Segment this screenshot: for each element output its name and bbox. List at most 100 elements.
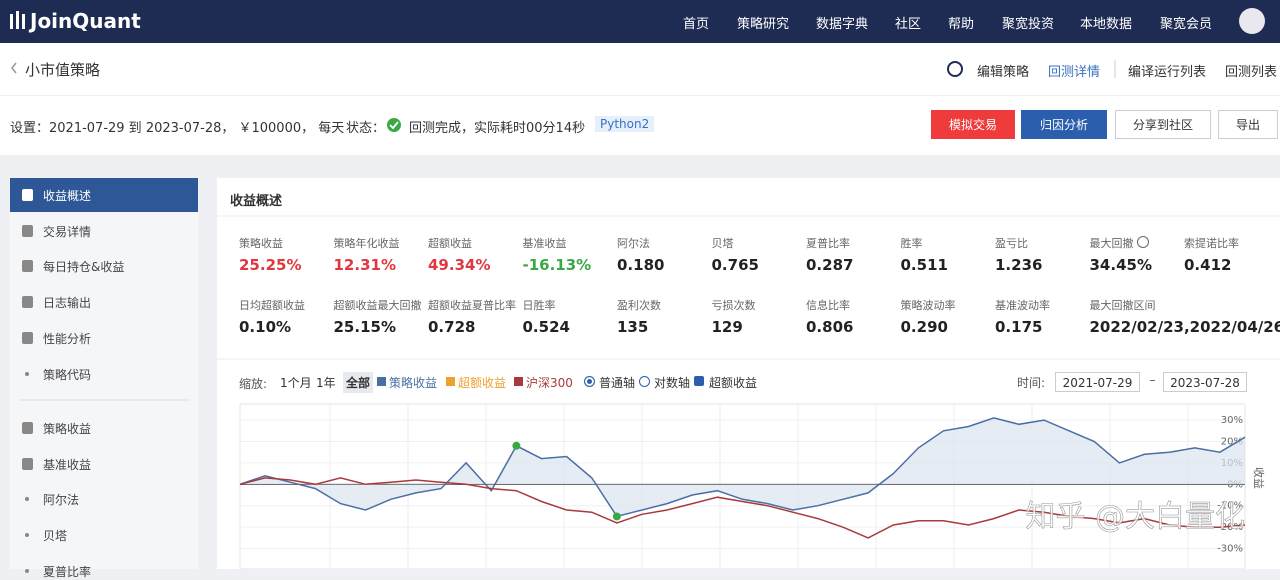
sidebar-marker bbox=[25, 372, 29, 376]
button[interactable]: 模拟交易 bbox=[931, 110, 1015, 139]
metric-value: 0.524 bbox=[523, 318, 570, 336]
nav-item[interactable]: 社区 bbox=[895, 13, 921, 32]
date-input[interactable]: 2021-07-29 bbox=[1055, 372, 1140, 392]
sidebar-item[interactable]: 贝塔 bbox=[43, 527, 67, 544]
sidebar-item[interactable]: 策略代码 bbox=[43, 366, 91, 383]
sidebar-marker bbox=[22, 422, 33, 434]
metric-value: 129 bbox=[712, 318, 743, 336]
tab[interactable]: 编译运行列表 bbox=[1128, 61, 1206, 80]
legend-swatch[interactable] bbox=[377, 377, 386, 386]
sidebar-marker bbox=[22, 189, 33, 201]
strategy-name: 小市值策略 bbox=[25, 59, 100, 80]
logo: JoinQuant bbox=[30, 9, 141, 33]
metric-value: 25.25% bbox=[239, 256, 301, 274]
metric-label: 夏普比率 bbox=[806, 235, 850, 251]
sidebar-item[interactable]: 性能分析 bbox=[43, 330, 91, 347]
button[interactable]: 归因分析 bbox=[1021, 110, 1107, 139]
watermark: 知乎 @大白量化 bbox=[1025, 500, 1245, 535]
metric-label: 策略收益 bbox=[239, 235, 283, 251]
metric-label: 索提诺比率 bbox=[1184, 235, 1239, 251]
metric-label: 策略波动率 bbox=[901, 297, 956, 313]
tab[interactable]: 编辑策略 bbox=[977, 61, 1029, 80]
nav-item[interactable]: 聚宽会员 bbox=[1160, 13, 1212, 32]
y-tick-label: -30% bbox=[1217, 544, 1243, 555]
sidebar-marker bbox=[22, 260, 33, 272]
nav-item[interactable]: 首页 bbox=[683, 13, 709, 32]
metric-value: 0.806 bbox=[806, 318, 853, 336]
sidebar-marker bbox=[22, 296, 33, 308]
nav-item[interactable]: 聚宽投资 bbox=[1002, 13, 1054, 32]
sidebar-marker bbox=[25, 569, 29, 573]
back-icon[interactable] bbox=[12, 63, 16, 73]
metric-label: 最大回撤 bbox=[1090, 235, 1134, 251]
sidebar-marker bbox=[22, 458, 33, 470]
metric-label: 基准收益 bbox=[523, 235, 567, 251]
legend-entry[interactable]: 策略收益 bbox=[389, 374, 437, 391]
status: 回测完成，实际耗时00分14秒 bbox=[409, 117, 585, 136]
axis-mode[interactable]: 对数轴 bbox=[654, 374, 690, 391]
metric-value: 1.236 bbox=[995, 256, 1042, 274]
metric-value: 135 bbox=[617, 318, 648, 336]
sidebar-item[interactable]: 交易详情 bbox=[43, 223, 91, 240]
date-input[interactable]: 2023-07-28 bbox=[1163, 372, 1247, 392]
y-tick-label: 30% bbox=[1221, 415, 1243, 426]
metric-label: 超额收益夏普比率 bbox=[428, 297, 516, 313]
sidebar-item[interactable]: 策略收益 bbox=[43, 420, 91, 437]
button[interactable]: 导出 bbox=[1218, 110, 1278, 139]
sidebar-item[interactable]: 每日持仓&收益 bbox=[43, 258, 124, 275]
metric-label: 盈利次数 bbox=[617, 297, 661, 313]
sidebar-item[interactable]: 日志输出 bbox=[43, 294, 91, 311]
drawdown-point bbox=[512, 442, 520, 450]
legend-swatch[interactable] bbox=[446, 377, 455, 386]
legend-swatch[interactable] bbox=[514, 377, 523, 386]
metric-value: 0.10% bbox=[239, 318, 291, 336]
zoom-label: 缩放: bbox=[239, 375, 267, 392]
radio[interactable] bbox=[639, 376, 650, 387]
metric-value: 0.287 bbox=[806, 256, 853, 274]
sidebar-item[interactable]: 基准收益 bbox=[43, 456, 91, 473]
sidebar-active bbox=[10, 178, 198, 212]
nav-item[interactable]: 策略研究 bbox=[737, 13, 789, 32]
timer-icon bbox=[948, 62, 962, 76]
nav-item[interactable]: 本地数据 bbox=[1080, 13, 1132, 32]
axis-mode[interactable]: 普通轴 bbox=[599, 374, 635, 391]
zoom-button[interactable]: 1个月 bbox=[277, 372, 315, 393]
drawdown-point bbox=[613, 512, 621, 520]
status-label: 状态： bbox=[346, 117, 385, 136]
logo-icon bbox=[10, 11, 25, 29]
metric-value: 0.511 bbox=[901, 256, 948, 274]
metric-label: 最大回撤区间 bbox=[1090, 297, 1156, 313]
radio[interactable] bbox=[584, 376, 595, 387]
metric-value: 0.290 bbox=[901, 318, 948, 336]
sidebar-item[interactable]: 阿尔法 bbox=[43, 491, 79, 508]
help-icon bbox=[1137, 236, 1149, 248]
metric-label: 胜率 bbox=[901, 235, 923, 251]
button[interactable]: 分享到社区 bbox=[1115, 110, 1211, 139]
metric-value: 49.34% bbox=[428, 256, 490, 274]
avatar[interactable] bbox=[1239, 8, 1265, 34]
metric-label: 超额收益 bbox=[428, 235, 472, 251]
sidebar-item[interactable]: 夏普比率 bbox=[43, 563, 91, 580]
tab[interactable]: 回测详情 bbox=[1048, 61, 1100, 80]
metric-label: 亏损次数 bbox=[712, 297, 756, 313]
metric-label: 超额收益最大回撤 bbox=[334, 297, 422, 313]
checkbox[interactable] bbox=[694, 376, 704, 386]
nav-item[interactable]: 帮助 bbox=[948, 13, 974, 32]
metric-label: 策略年化收益 bbox=[334, 235, 400, 251]
legend-entry[interactable]: 沪深300 bbox=[526, 374, 573, 391]
sidebar-item[interactable]: 收益概述 bbox=[43, 187, 91, 204]
zoom-button[interactable]: 1年 bbox=[313, 372, 339, 393]
excess-toggle[interactable]: 超额收益 bbox=[709, 374, 757, 391]
metric-label: 日均超额收益 bbox=[239, 297, 305, 313]
zoom-button[interactable]: 全部 bbox=[343, 372, 373, 393]
metric-label: 阿尔法 bbox=[617, 235, 650, 251]
nav-item[interactable]: 数据字典 bbox=[816, 13, 868, 32]
legend-entry[interactable]: 超额收益 bbox=[458, 374, 506, 391]
tab[interactable]: 回测列表 bbox=[1225, 61, 1277, 80]
time-label: 时间: bbox=[1017, 374, 1045, 391]
lang-badge: Python2 bbox=[595, 116, 654, 132]
metric-value: -16.13% bbox=[523, 256, 592, 274]
metric-label: 信息比率 bbox=[806, 297, 850, 313]
metric-value: 0.175 bbox=[995, 318, 1042, 336]
